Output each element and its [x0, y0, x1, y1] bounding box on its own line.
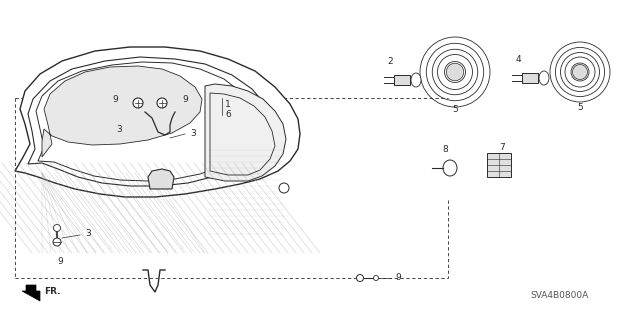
Circle shape: [279, 183, 289, 193]
Circle shape: [133, 98, 143, 108]
Text: 9: 9: [395, 273, 401, 283]
Text: 3: 3: [190, 129, 196, 137]
Circle shape: [356, 275, 364, 281]
Polygon shape: [22, 285, 40, 301]
Ellipse shape: [539, 71, 549, 85]
Text: 8: 8: [442, 145, 448, 154]
Circle shape: [157, 98, 167, 108]
Text: 3: 3: [85, 228, 91, 238]
Text: 9: 9: [182, 94, 188, 103]
Text: 9: 9: [57, 257, 63, 266]
Text: 9: 9: [112, 94, 118, 103]
Ellipse shape: [446, 63, 464, 81]
Circle shape: [374, 276, 378, 280]
Polygon shape: [205, 84, 286, 181]
Text: 5: 5: [577, 103, 583, 113]
Circle shape: [54, 225, 61, 232]
Ellipse shape: [443, 160, 457, 176]
Circle shape: [53, 238, 61, 246]
Polygon shape: [487, 153, 511, 177]
Polygon shape: [522, 73, 538, 83]
Text: 1: 1: [225, 100, 231, 109]
Ellipse shape: [411, 73, 421, 87]
Text: FR.: FR.: [44, 286, 61, 295]
Text: 6: 6: [225, 110, 231, 119]
Polygon shape: [394, 75, 410, 85]
Text: 7: 7: [499, 143, 505, 152]
Text: 3: 3: [116, 125, 122, 135]
Polygon shape: [15, 47, 300, 197]
Polygon shape: [148, 169, 174, 189]
Text: 4: 4: [515, 56, 521, 64]
Ellipse shape: [573, 64, 588, 79]
Text: 5: 5: [452, 106, 458, 115]
Text: 2: 2: [387, 57, 393, 66]
Text: SVA4B0800A: SVA4B0800A: [530, 291, 588, 300]
Polygon shape: [42, 66, 202, 157]
